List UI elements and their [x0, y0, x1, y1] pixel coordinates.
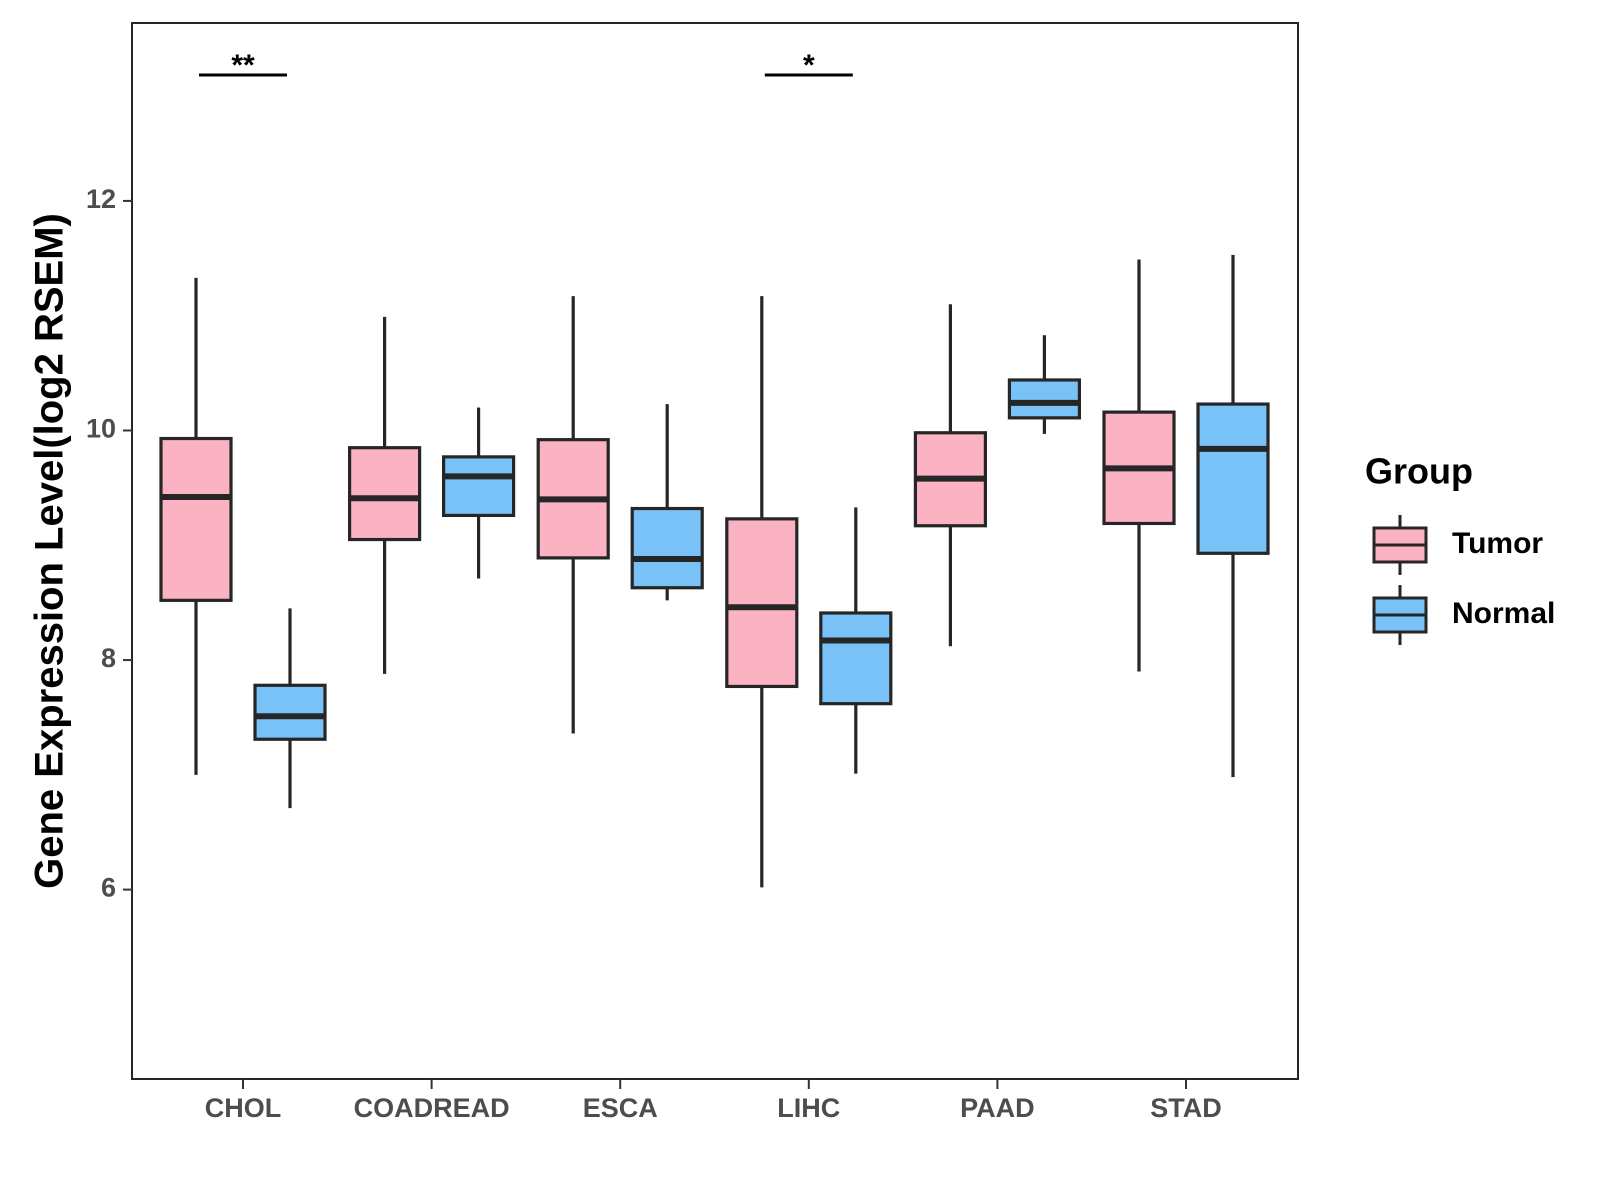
box-tumor-lihc: [725, 296, 799, 888]
box-normal-esca: [630, 404, 704, 601]
y-tick-label: 8: [101, 643, 116, 673]
box-normal-stad: [1196, 254, 1270, 778]
x-tick-label: STAD: [1150, 1093, 1222, 1123]
significance-label: *: [803, 49, 815, 82]
legend-label-normal: Normal: [1452, 597, 1555, 630]
x-tick-label: PAAD: [960, 1093, 1035, 1123]
box-tumor-stad: [1102, 259, 1176, 672]
box-iqr: [1196, 402, 1270, 555]
significance-label: **: [231, 49, 255, 82]
y-tick-label: 12: [86, 184, 116, 214]
box-iqr: [159, 436, 233, 602]
box-tumor-coadread: [348, 316, 422, 674]
box-iqr: [725, 517, 799, 689]
x-tick-label: ESCA: [583, 1093, 658, 1123]
plot-panel: [131, 22, 1299, 1080]
legend-key-normal: [1372, 585, 1428, 645]
x-axis: CHOL COADREAD ESCA LIHC PAAD STAD: [205, 1079, 1222, 1123]
legend-label-tumor: Tumor: [1452, 527, 1543, 560]
box-iqr: [348, 446, 422, 542]
x-tick-label: CHOL: [205, 1093, 282, 1123]
y-tick-label: 10: [86, 414, 116, 444]
box-normal-coadread: [442, 407, 516, 579]
legend: Group Tumor Normal: [1365, 451, 1555, 645]
box-iqr: [630, 506, 704, 590]
y-axis-title: Gene Expression Level(log2 RSEM): [28, 213, 72, 889]
box-tumor-chol: [159, 277, 233, 775]
box-iqr: [819, 611, 893, 706]
legend-key-tumor: [1372, 515, 1428, 575]
box-normal-paad: [1007, 335, 1082, 434]
box-iqr: [442, 455, 516, 518]
box-series: [159, 254, 1270, 888]
y-axis: 6 8 10 12: [86, 184, 132, 903]
legend-title: Group: [1365, 451, 1473, 492]
y-tick-label: 6: [101, 873, 116, 903]
box-iqr: [253, 683, 327, 741]
x-tick-label: LIHC: [777, 1093, 840, 1123]
box-normal-lihc: [819, 507, 893, 774]
significance-annotations: ** *: [199, 49, 853, 82]
x-tick-label: COADREAD: [354, 1093, 510, 1123]
box-tumor-esca: [536, 296, 610, 734]
box-tumor-paad: [913, 304, 988, 647]
box-normal-chol: [253, 608, 327, 809]
box-iqr: [1007, 378, 1082, 420]
